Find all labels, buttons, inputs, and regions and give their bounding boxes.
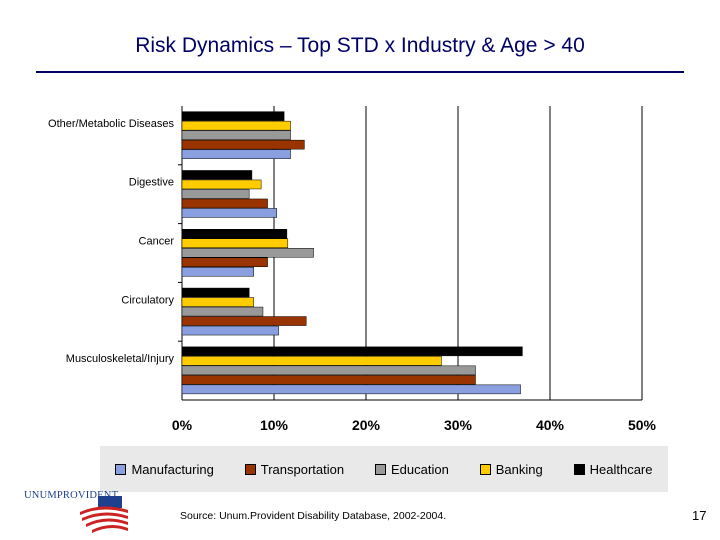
bar-manufacturing [181, 325, 279, 336]
legend-label: Manufacturing [131, 461, 214, 477]
bar-education [181, 130, 291, 140]
bar-transportation [181, 375, 476, 385]
bar-manufacturing [181, 267, 255, 277]
bar-chart: 0% 10% 20% 30% 40% 50% Other/Metabolic Disease… [48, 106, 657, 433]
bar-manufacturing [181, 149, 291, 159]
legend-item: Transportation [244, 461, 345, 477]
legend-swatch [115, 463, 127, 475]
bar-healthcare [181, 229, 288, 239]
bar-healthcare [181, 111, 285, 121]
logo-wordmark: UNUMPROVIDENT [24, 490, 119, 501]
legend-swatch [244, 463, 256, 475]
legend-label: Education [391, 461, 449, 477]
legend-label: Banking [495, 461, 543, 477]
y-category-label: Circulatory [121, 294, 174, 306]
x-tick-label: 0% [172, 417, 193, 433]
x-tick-label: 30% [444, 417, 473, 433]
legend-label: Transportation [260, 461, 345, 477]
source-note: Source: Unum.Provident Disability Databa… [180, 510, 447, 522]
flag-logo-icon [80, 496, 128, 533]
bar-banking [181, 238, 289, 248]
bar-transportation [181, 198, 268, 209]
bar-transportation [181, 257, 268, 267]
legend-item: Healthcare [573, 461, 653, 477]
bar-education [181, 189, 250, 199]
bar-education [181, 365, 476, 376]
legend-item: Manufacturing [115, 461, 214, 477]
bar-education [181, 248, 314, 258]
y-category-label: Digestive [129, 177, 174, 189]
y-category-label: Cancer [139, 235, 175, 247]
y-category-label: Other/Metabolic Diseases [48, 118, 174, 130]
x-tick-label: 40% [536, 417, 565, 433]
bar-manufacturing [181, 208, 278, 218]
x-tick-label: 20% [352, 417, 381, 433]
bar-banking [181, 120, 291, 131]
legend-swatch [479, 463, 491, 475]
x-tick-label: 50% [628, 417, 657, 433]
bar-healthcare [181, 287, 250, 298]
company-logo: UNUMPROVIDENT [24, 490, 134, 534]
legend-swatch [573, 463, 585, 475]
bar-banking [181, 179, 262, 190]
chart-legend: Manufacturing Transportation Education Bank… [100, 446, 668, 492]
bar-transportation [181, 316, 307, 326]
y-category-label: Musculoskeletal/Injury [66, 353, 175, 365]
bar-transportation [181, 139, 305, 150]
bar-healthcare [181, 170, 253, 180]
legend-item: Education [375, 462, 449, 477]
bar-banking [181, 297, 255, 307]
bar-banking [181, 356, 442, 366]
legend-label: Healthcare [589, 461, 653, 477]
x-tick-label: 10% [260, 417, 289, 433]
bar-manufacturing [181, 384, 521, 395]
page-number: 17 [692, 508, 707, 523]
legend-item: Banking [479, 461, 543, 477]
slide-title: Risk Dynamics – Top STD x Industry & Age… [135, 34, 585, 57]
bar-healthcare [181, 346, 523, 357]
legend-swatch [375, 463, 386, 475]
bar-education [181, 306, 264, 317]
title-divider [36, 71, 684, 73]
